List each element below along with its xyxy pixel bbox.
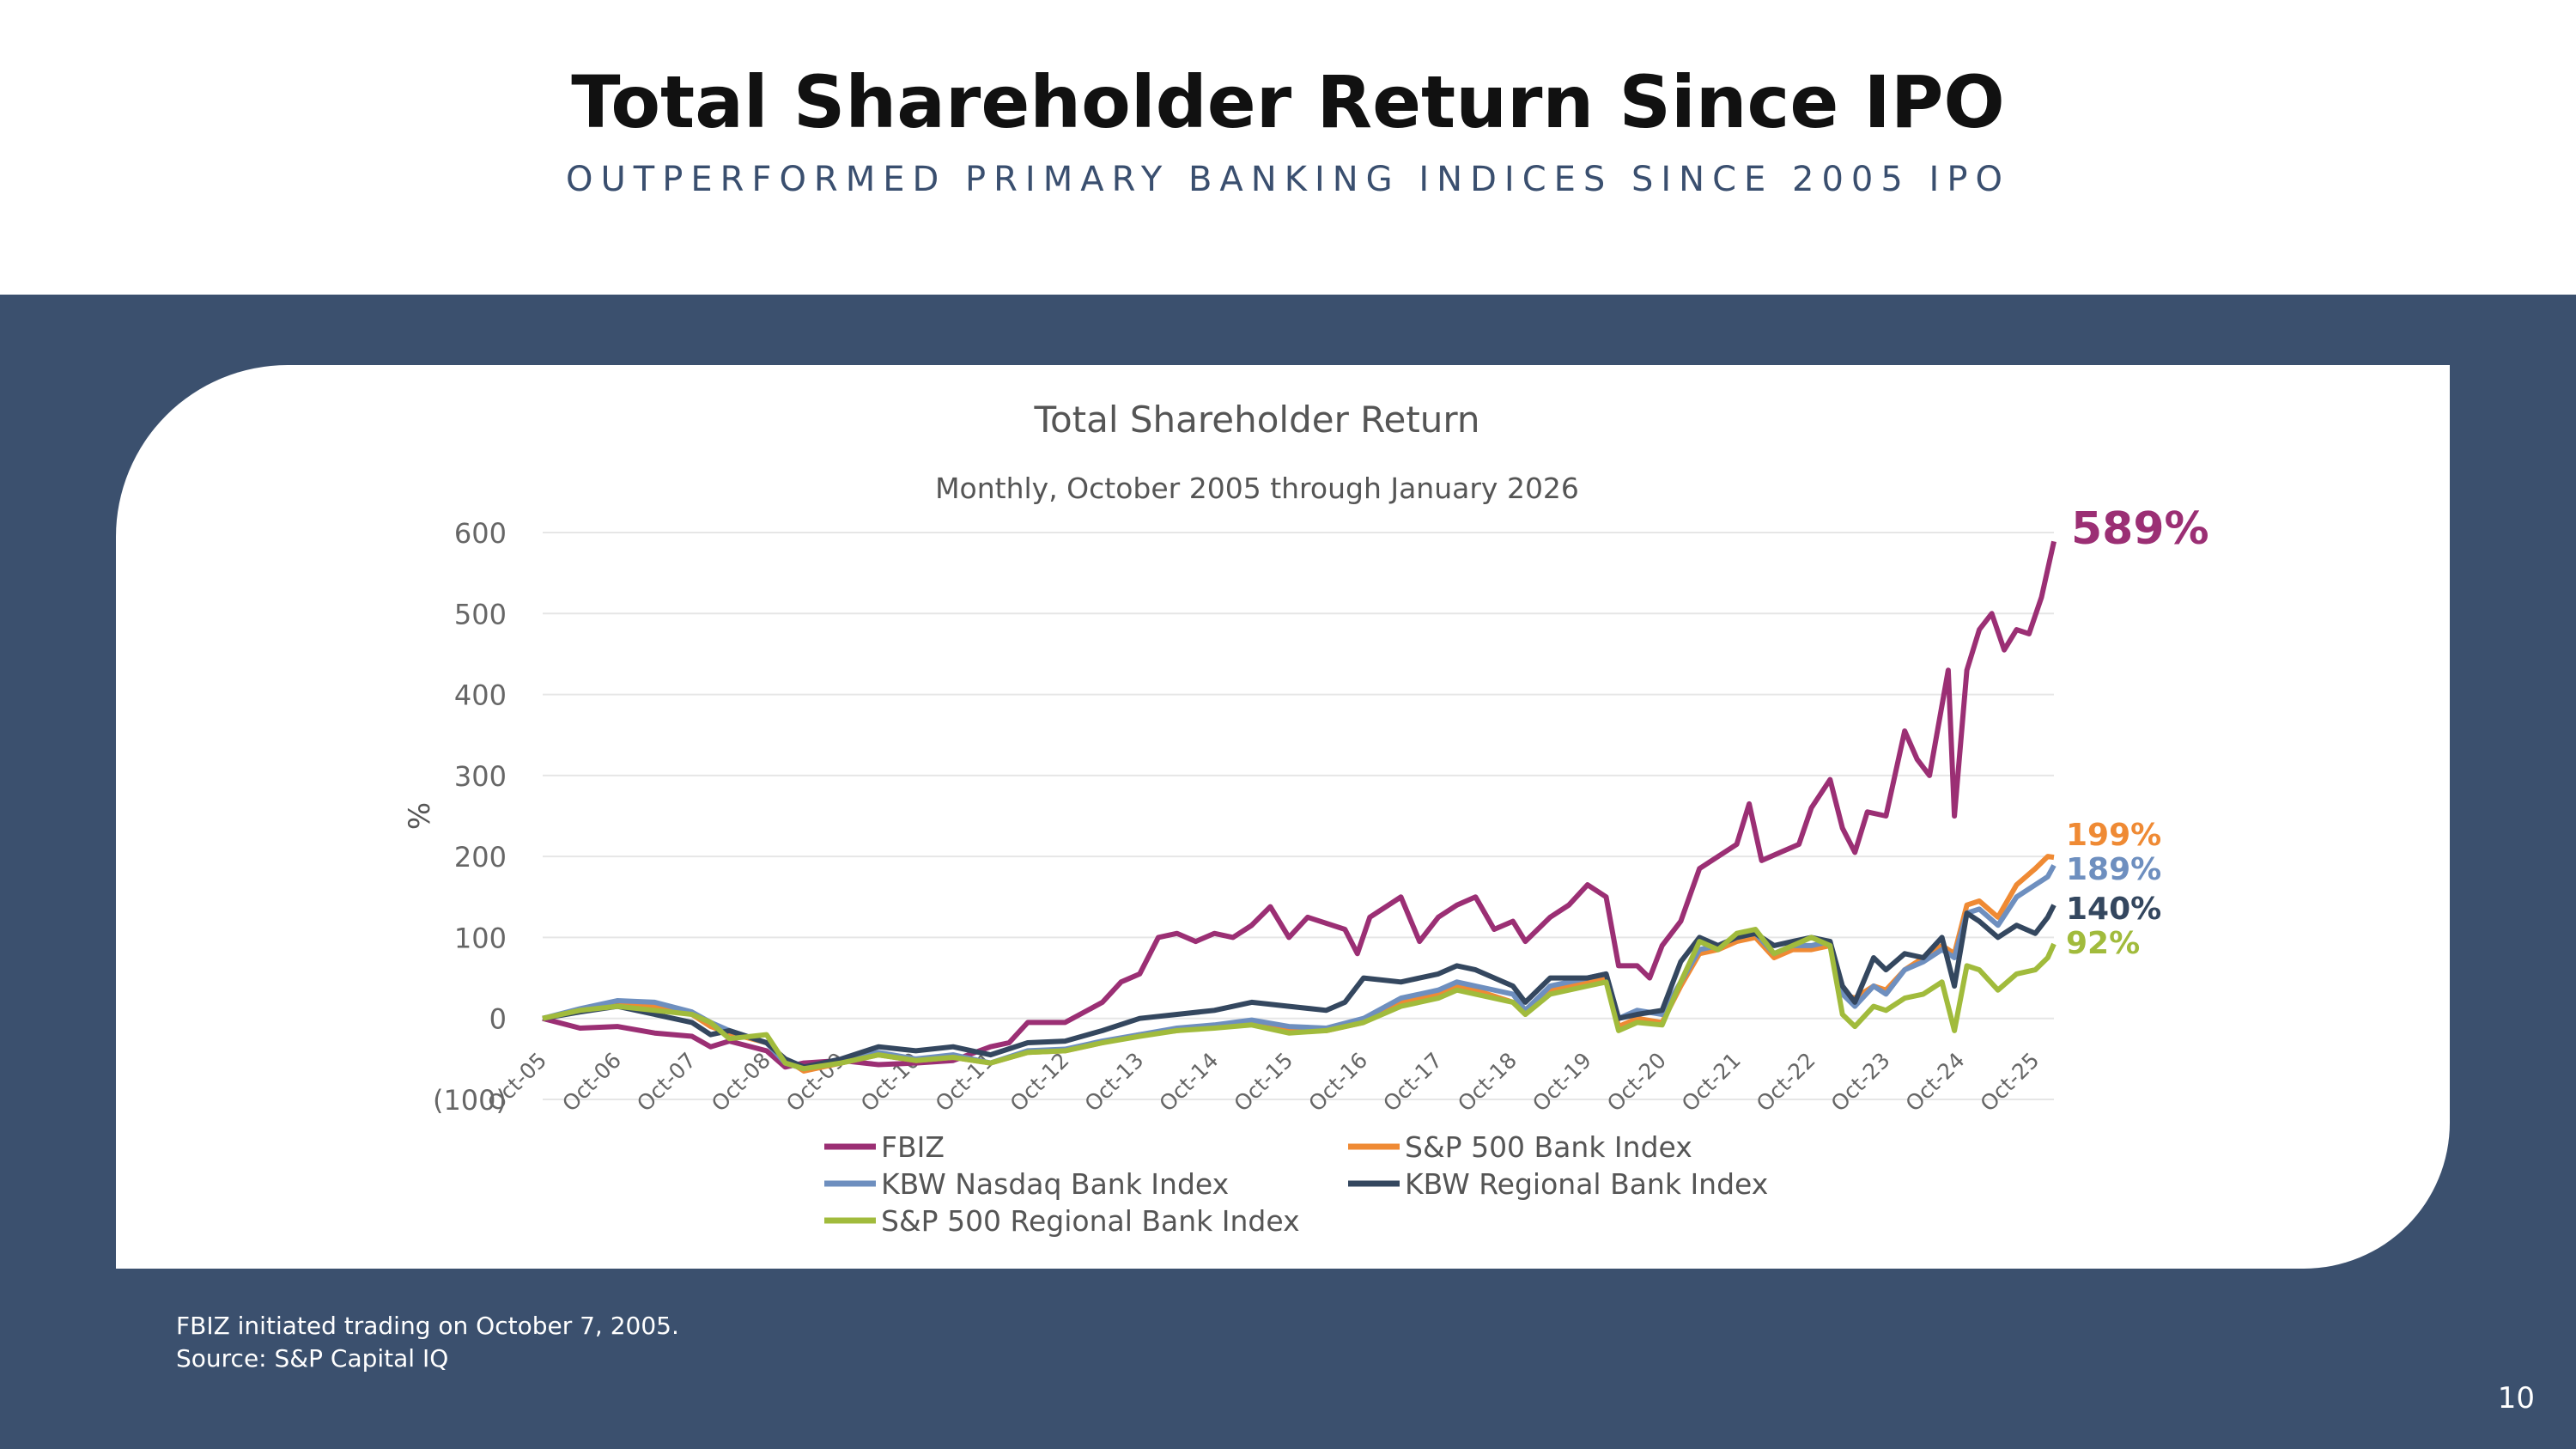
x-tick-label: Oct-21	[1677, 1048, 1746, 1117]
grid-lines	[543, 532, 2054, 1100]
x-tick-label: Oct-18	[1453, 1048, 1522, 1117]
legend: FBIZ S&P 500 Bank Index KBW Nasdaq Bank In…	[824, 1130, 1768, 1238]
end-label-s-p-500-bank-index: 199%	[2066, 818, 2161, 853]
x-tick-label: Oct-13	[1080, 1048, 1149, 1117]
series-line-s-p-500-regional-bank-index	[542, 927, 2057, 1072]
legend-label: KBW Nasdaq Bank Index	[881, 1167, 1229, 1201]
y-tick-label: 200	[454, 841, 507, 874]
x-tick-label: Oct-06	[557, 1048, 626, 1117]
x-tick-label: Oct-22	[1752, 1048, 1820, 1117]
y-tick-label: 400	[454, 679, 507, 712]
y-tick-label: 600	[454, 517, 507, 550]
y-tick-label: 0	[489, 1003, 507, 1036]
x-tick-label: Oct-16	[1303, 1048, 1372, 1117]
page-number: 10	[2497, 1381, 2535, 1416]
x-tick-label: Oct-14	[1155, 1048, 1224, 1117]
chart-card	[116, 365, 2450, 1269]
x-axis-ticks: Oct-05 Oct-06 Oct-07 Oct-08 Oct-09 Oct-10 Oct-…	[483, 1048, 2044, 1117]
series-lines	[542, 540, 2057, 1074]
chart-title: Total Shareholder Return	[1033, 399, 1479, 441]
slide-title: Total Shareholder Return Since IPO	[571, 60, 2005, 144]
footnote-source: Source: S&P Capital IQ	[176, 1344, 449, 1373]
y-tick-label: (100)	[433, 1084, 507, 1117]
x-tick-label: Oct-05	[483, 1048, 551, 1117]
y-axis-label: %	[403, 802, 437, 830]
x-tick-label: Oct-24	[1901, 1048, 1970, 1117]
x-tick-label: Oct-20	[1602, 1048, 1671, 1117]
legend-label: S&P 500 Regional Bank Index	[881, 1204, 1300, 1238]
end-label-fbiz: 589%	[2071, 503, 2209, 555]
y-tick-label: 500	[454, 598, 507, 630]
x-tick-label: Oct-25	[1976, 1048, 2044, 1117]
x-tick-label: Oct-23	[1826, 1048, 1895, 1117]
legend-label: KBW Regional Bank Index	[1405, 1167, 1768, 1201]
slide-subtitle: OUTPERFORMED PRIMARY BANKING INDICES SIN…	[566, 160, 2010, 199]
end-label-kbw-regional-bank-index: 140%	[2066, 892, 2161, 927]
y-tick-label: 100	[454, 922, 507, 954]
x-tick-label: Oct-17	[1378, 1048, 1447, 1117]
chart-subtitle: Monthly, October 2005 through January 20…	[935, 472, 1579, 505]
x-tick-label: Oct-07	[632, 1048, 701, 1117]
footnote: FBIZ initiated trading on October 7, 200…	[176, 1310, 679, 1375]
legend-label: FBIZ	[881, 1130, 945, 1164]
end-labels: 589% 199%189% 140%92%	[2066, 503, 2209, 961]
legend-label: S&P 500 Bank Index	[1405, 1130, 1692, 1164]
series-line-fbiz	[542, 540, 2057, 1070]
y-tick-label: 300	[454, 760, 507, 793]
end-label-kbw-nasdaq-bank-index: 189%	[2066, 852, 2161, 887]
y-axis-ticks: 600 500 400 300 200 100 0 (100)	[433, 517, 507, 1117]
series-line-kbw-regional-bank-index	[542, 904, 2057, 1070]
end-label-s-p-500-regional-bank-index: 92%	[2066, 926, 2140, 961]
x-tick-label: Oct-19	[1528, 1048, 1596, 1117]
x-tick-label: Oct-15	[1229, 1048, 1297, 1117]
x-tick-label: Oct-08	[707, 1048, 775, 1117]
footnote-trading-date: FBIZ initiated trading on October 7, 200…	[176, 1312, 679, 1340]
